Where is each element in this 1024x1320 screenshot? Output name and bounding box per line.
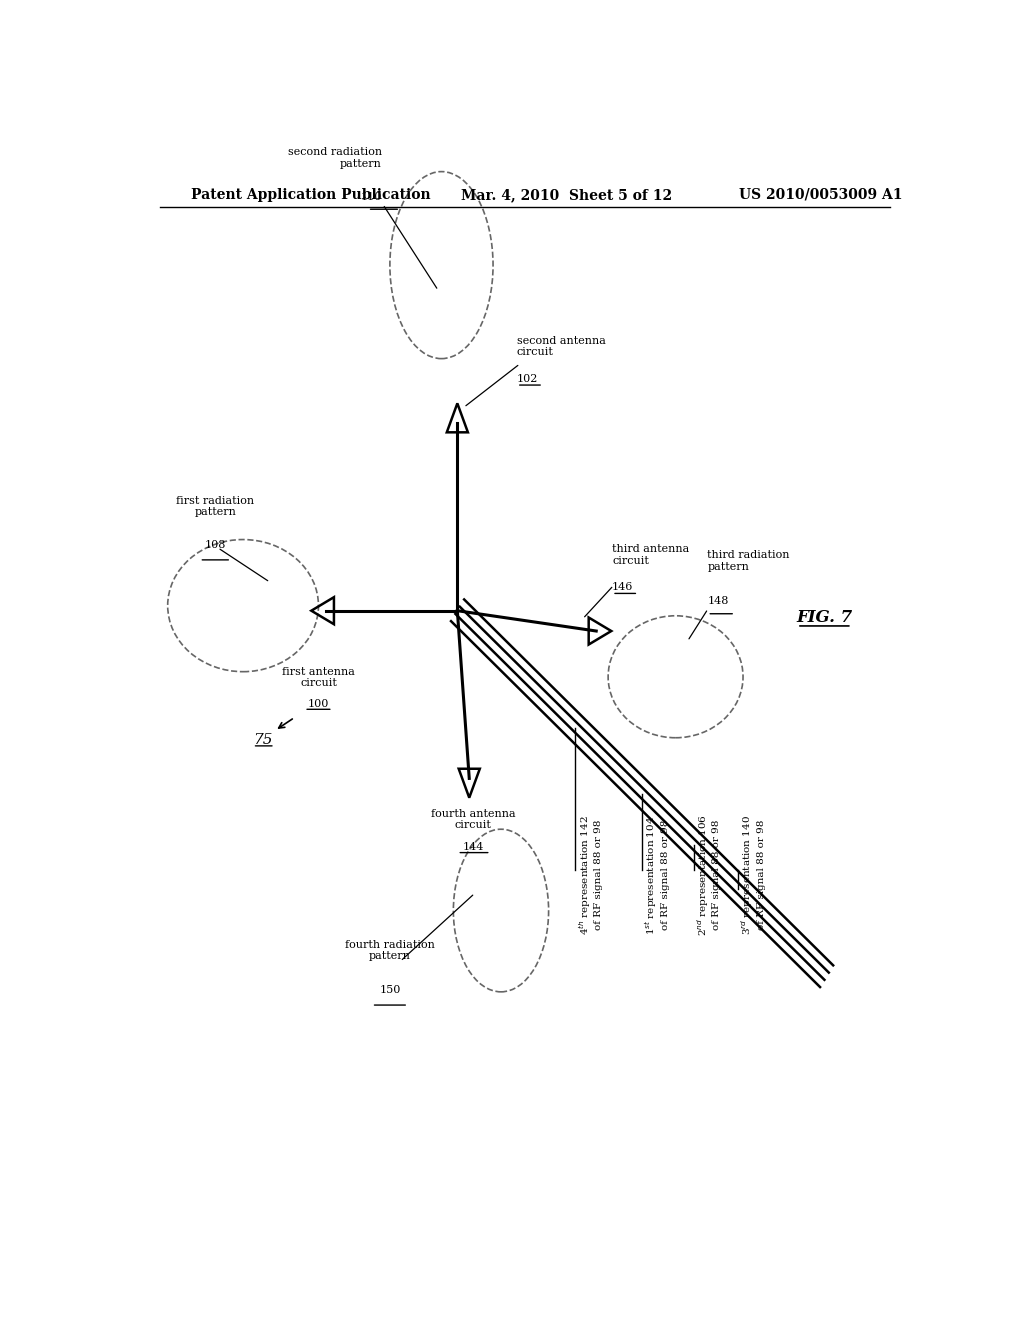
Text: 4$^{th}$ representation 142
of RF signal 88 or 98: 4$^{th}$ representation 142 of RF signal… xyxy=(577,816,603,935)
Text: FIG. 7: FIG. 7 xyxy=(797,610,853,626)
Text: first radiation
pattern: first radiation pattern xyxy=(176,495,254,517)
Text: Patent Application Publication: Patent Application Publication xyxy=(191,187,431,202)
Text: 75: 75 xyxy=(253,733,272,747)
Text: 146: 146 xyxy=(612,582,634,593)
Text: third radiation
pattern: third radiation pattern xyxy=(708,550,790,572)
Text: 110: 110 xyxy=(360,193,382,202)
Text: second antenna
circuit: second antenna circuit xyxy=(517,335,606,358)
Text: 144: 144 xyxy=(463,842,484,853)
Text: 3$^{rd}$ representation 140
of RF signal 88 or 98: 3$^{rd}$ representation 140 of RF signal… xyxy=(739,814,766,935)
Text: 2$^{nd}$ representation 106
of RF signal 88 or 98: 2$^{nd}$ representation 106 of RF signal… xyxy=(695,814,721,936)
Text: Mar. 4, 2010  Sheet 5 of 12: Mar. 4, 2010 Sheet 5 of 12 xyxy=(461,187,673,202)
Text: 102: 102 xyxy=(517,374,539,384)
Text: US 2010/0053009 A1: US 2010/0053009 A1 xyxy=(739,187,902,202)
Text: 1$^{st}$ representation 104
of RF signal 88 or 98: 1$^{st}$ representation 104 of RF signal… xyxy=(643,816,670,935)
Text: 148: 148 xyxy=(708,595,729,606)
Text: second radiation
pattern: second radiation pattern xyxy=(288,147,382,169)
Text: 100: 100 xyxy=(308,700,329,709)
Text: fourth antenna
circuit: fourth antenna circuit xyxy=(431,809,515,830)
Text: first antenna
circuit: first antenna circuit xyxy=(282,667,355,688)
Text: 150: 150 xyxy=(379,985,400,995)
Text: 108: 108 xyxy=(205,540,226,549)
Text: fourth radiation
pattern: fourth radiation pattern xyxy=(345,940,435,961)
Text: third antenna
circuit: third antenna circuit xyxy=(612,544,689,565)
